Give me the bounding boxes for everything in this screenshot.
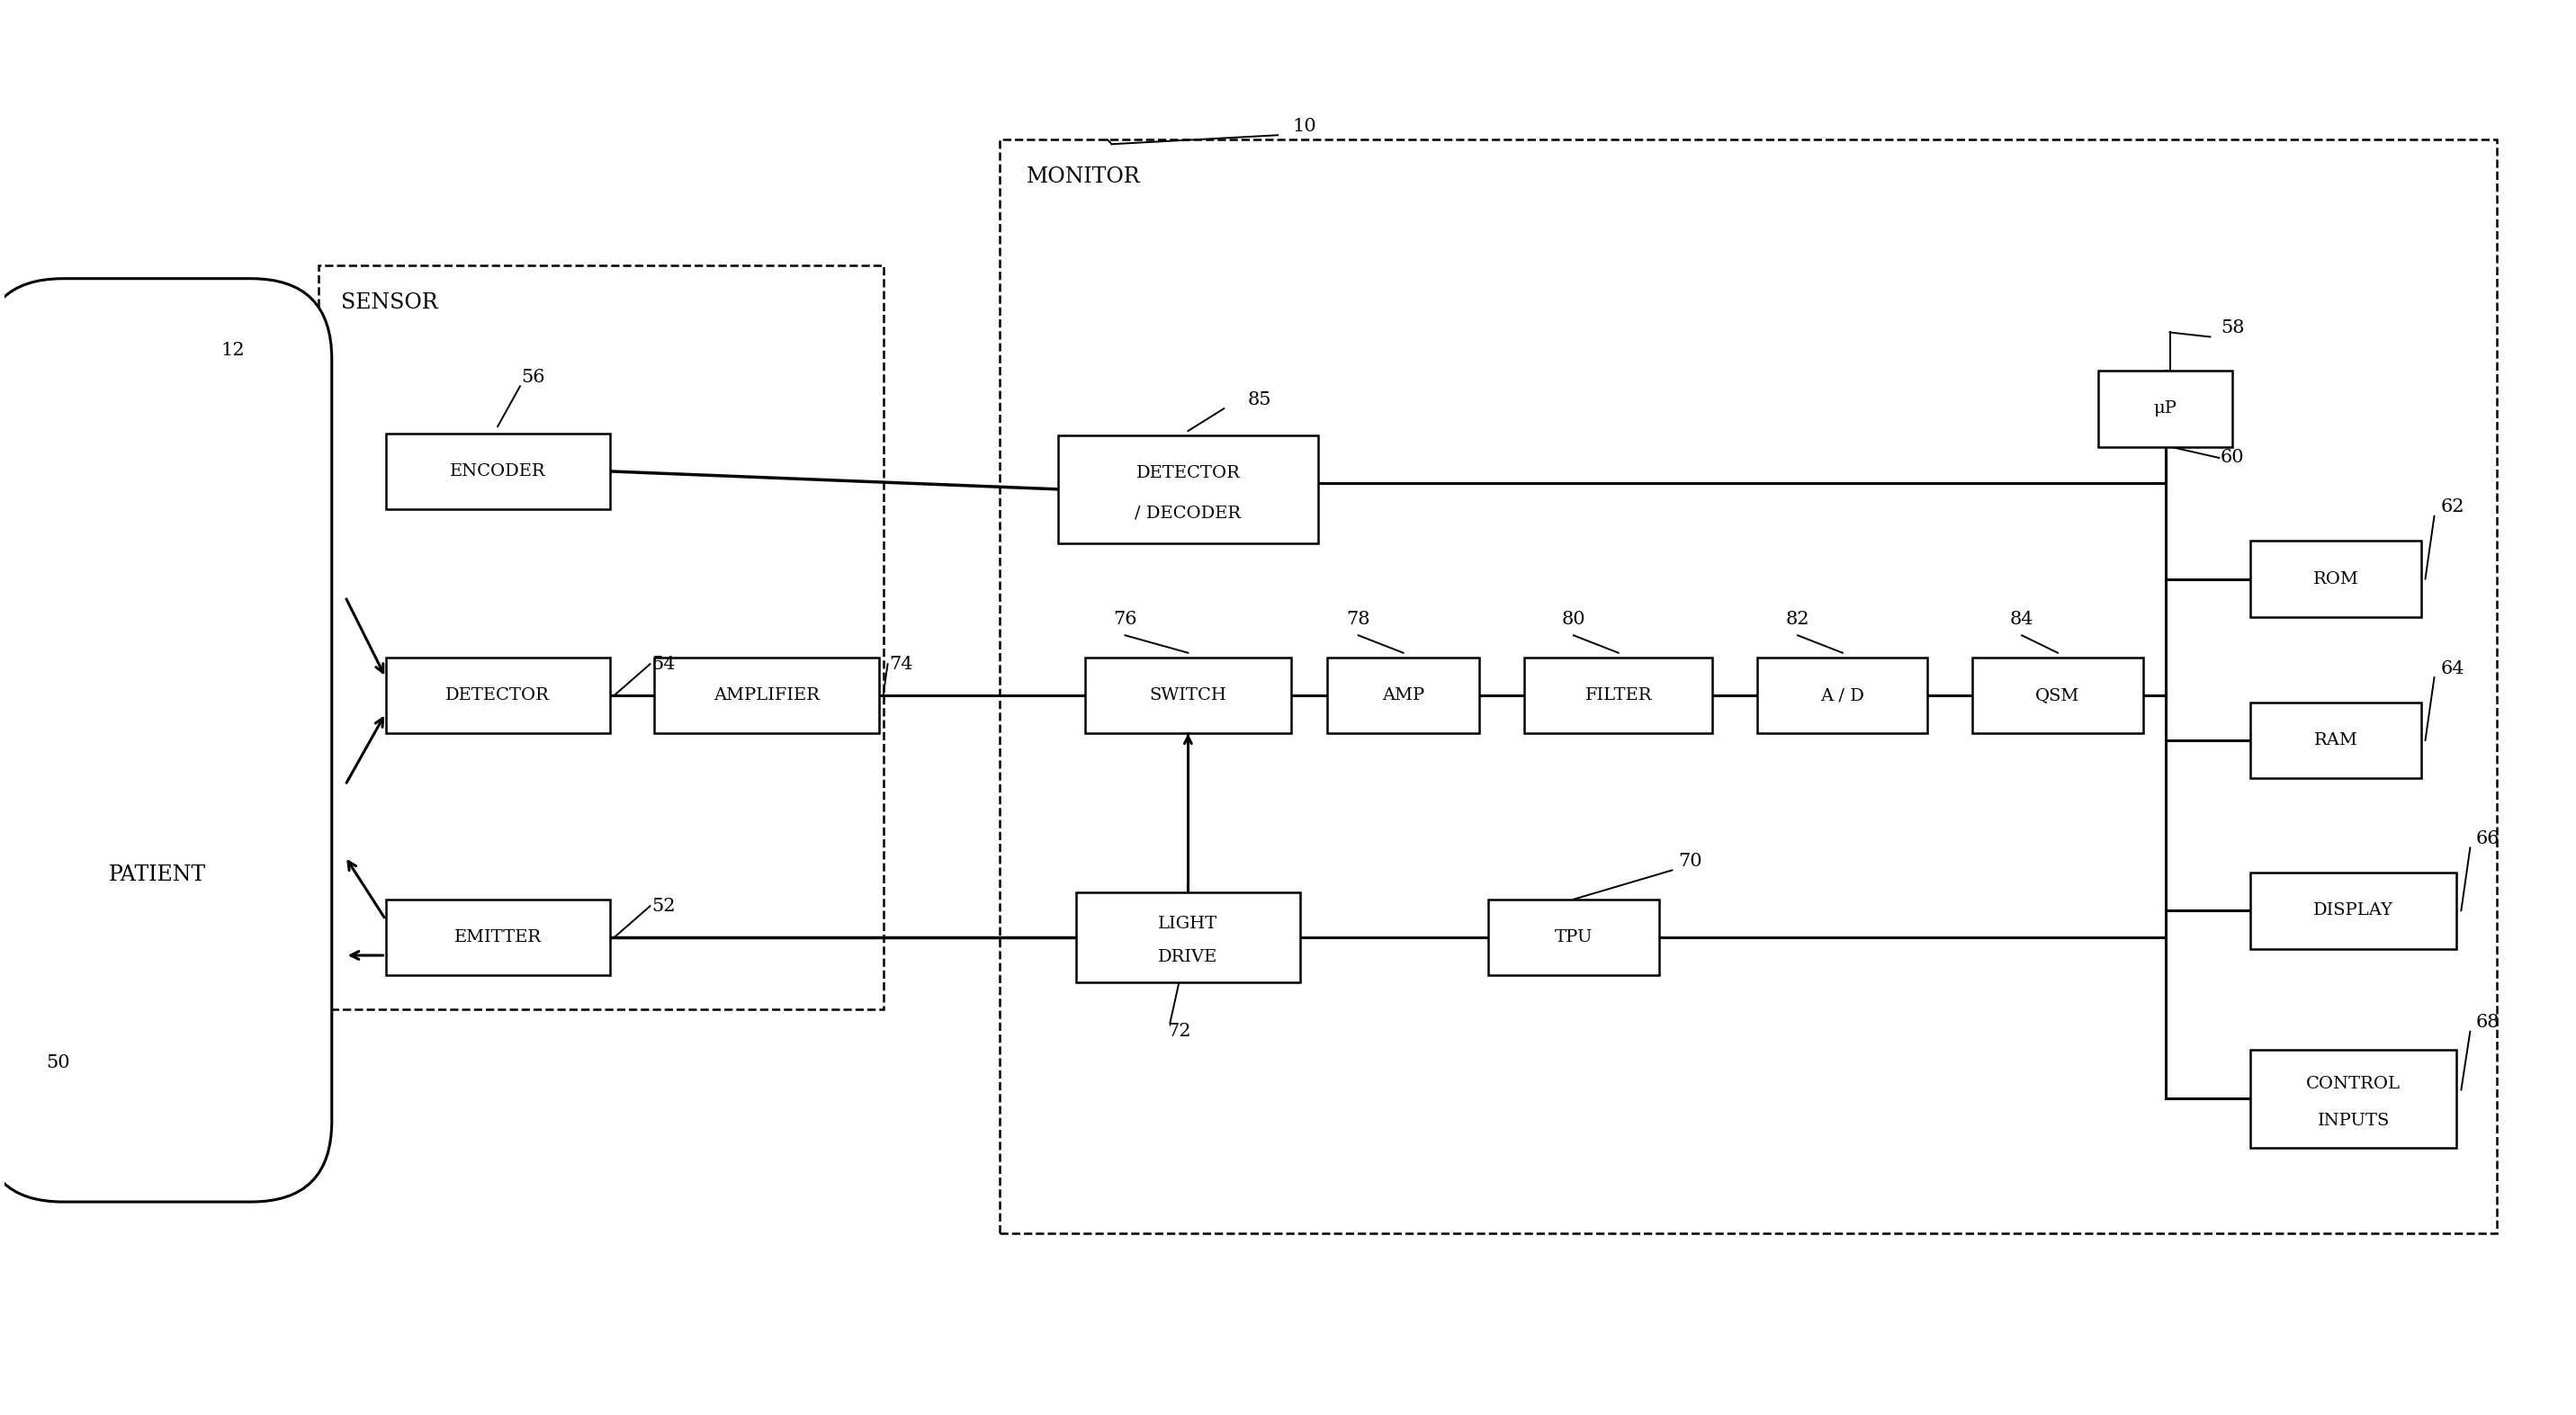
- Text: 68: 68: [2476, 1015, 2499, 1032]
- Text: 10: 10: [1293, 117, 1316, 134]
- Text: 56: 56: [520, 369, 546, 386]
- Bar: [1077, 893, 1301, 982]
- Bar: [2097, 371, 2233, 447]
- Text: SENSOR: SENSOR: [340, 291, 438, 313]
- Text: DETECTOR: DETECTOR: [1136, 466, 1239, 481]
- Bar: [1973, 658, 2143, 733]
- Text: ENCODER: ENCODER: [451, 463, 546, 480]
- Bar: [2251, 702, 2421, 778]
- Text: 64: 64: [2439, 659, 2465, 676]
- Text: RAM: RAM: [2313, 732, 2357, 749]
- Text: DETECTOR: DETECTOR: [446, 688, 549, 703]
- Text: 74: 74: [889, 655, 912, 672]
- Text: 54: 54: [652, 655, 675, 672]
- Text: μP: μP: [2154, 400, 2177, 416]
- Bar: [386, 658, 611, 733]
- Text: 70: 70: [1677, 853, 1703, 870]
- Text: AMP: AMP: [1381, 688, 1425, 703]
- Text: QSM: QSM: [2035, 688, 2079, 703]
- Bar: [386, 433, 611, 509]
- Text: PATIENT: PATIENT: [108, 865, 206, 884]
- Bar: [1525, 658, 1713, 733]
- Text: 72: 72: [1167, 1023, 1190, 1040]
- Text: 58: 58: [2221, 320, 2244, 337]
- Bar: [654, 658, 878, 733]
- Text: 78: 78: [1347, 611, 1370, 628]
- Text: TPU: TPU: [1553, 930, 1592, 945]
- Text: 85: 85: [1247, 391, 1273, 408]
- Text: CONTROL: CONTROL: [2306, 1075, 2401, 1092]
- Text: 80: 80: [1561, 611, 1587, 628]
- Text: 62: 62: [2439, 498, 2465, 515]
- Text: FILTER: FILTER: [1584, 688, 1651, 703]
- Text: MONITOR: MONITOR: [1028, 167, 1141, 187]
- Bar: [1757, 658, 1927, 733]
- Bar: [2251, 541, 2421, 617]
- Text: AMPLIFIER: AMPLIFIER: [714, 688, 819, 703]
- FancyBboxPatch shape: [0, 279, 332, 1201]
- Text: 60: 60: [2221, 450, 2244, 467]
- Bar: [1327, 658, 1479, 733]
- Text: 52: 52: [652, 897, 675, 914]
- Text: DISPLAY: DISPLAY: [2313, 903, 2393, 918]
- Text: 82: 82: [1785, 611, 1808, 628]
- Bar: [386, 900, 611, 975]
- Text: / DECODER: / DECODER: [1136, 505, 1242, 521]
- Text: DRIVE: DRIVE: [1159, 949, 1218, 965]
- Bar: [1489, 900, 1659, 975]
- Bar: [1059, 436, 1319, 543]
- Text: INPUTS: INPUTS: [2318, 1112, 2391, 1129]
- Bar: [2251, 873, 2458, 948]
- Text: 76: 76: [1113, 611, 1136, 628]
- Text: 84: 84: [2009, 611, 2035, 628]
- Text: 12: 12: [222, 342, 245, 359]
- Bar: [1084, 658, 1291, 733]
- Bar: [2251, 1050, 2458, 1148]
- Text: 50: 50: [46, 1054, 70, 1071]
- Text: SWITCH: SWITCH: [1149, 688, 1226, 703]
- Text: A / D: A / D: [1821, 688, 1865, 703]
- Bar: [319, 265, 884, 1009]
- Text: ROM: ROM: [2313, 570, 2360, 587]
- Text: EMITTER: EMITTER: [453, 930, 541, 945]
- Bar: [999, 140, 2496, 1234]
- Text: 66: 66: [2476, 831, 2499, 848]
- Text: LIGHT: LIGHT: [1159, 916, 1218, 932]
